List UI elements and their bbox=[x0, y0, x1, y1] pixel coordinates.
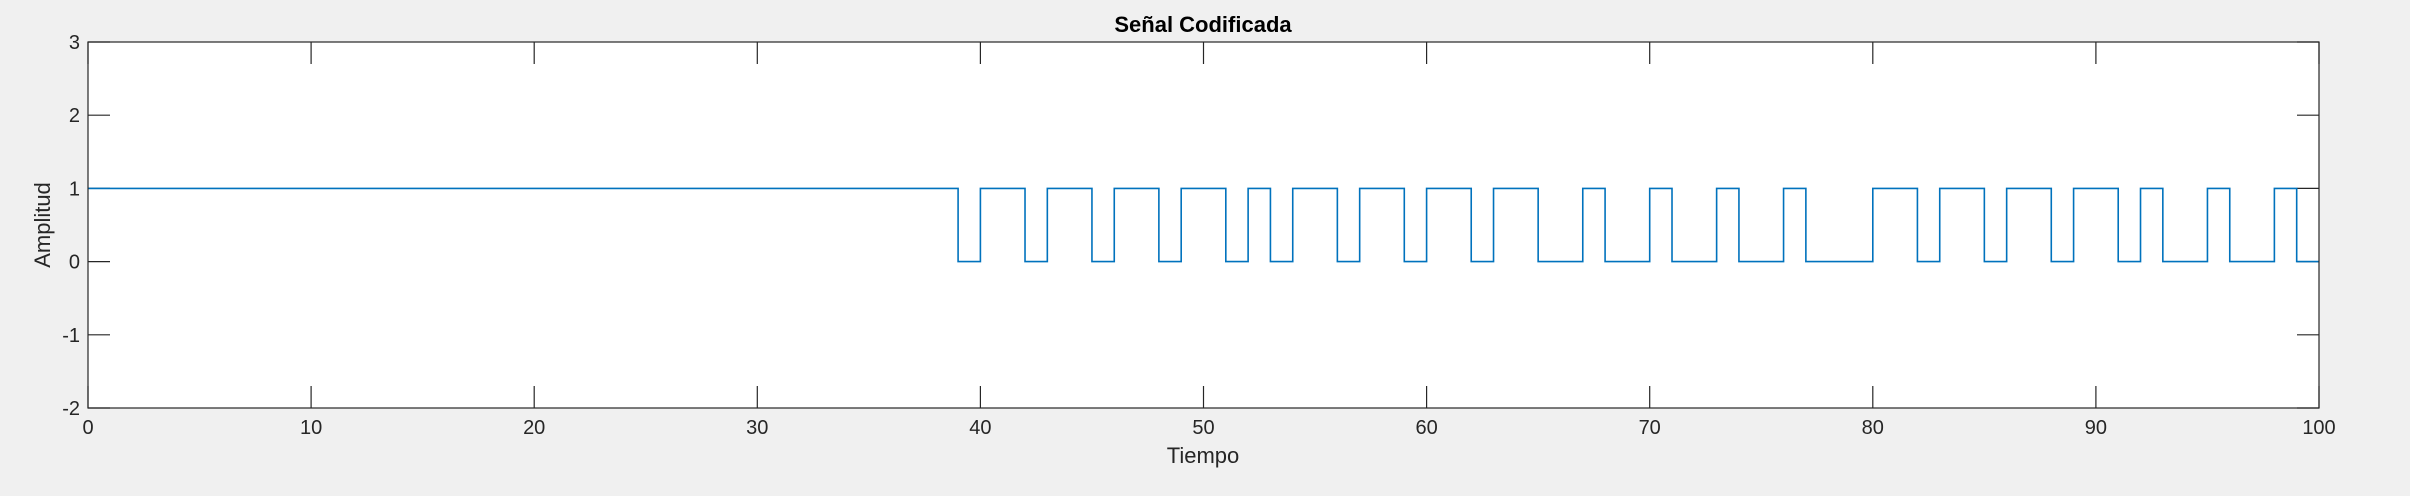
x-tick-label-8: 80 bbox=[1862, 417, 1884, 439]
y-axis-label: Amplitud bbox=[30, 182, 55, 268]
axes-box bbox=[87, 41, 2320, 409]
x-tick-label-7: 70 bbox=[1639, 417, 1661, 439]
series-line bbox=[88, 187, 2319, 263]
x-tick-label-3: 30 bbox=[746, 417, 768, 439]
x-tick-label-10: 100 bbox=[2302, 417, 2335, 439]
x-tick-label-5: 50 bbox=[1192, 417, 1214, 439]
x-tick-label-4: 40 bbox=[969, 417, 991, 439]
y-tick-label-5: 3 bbox=[69, 32, 80, 54]
chart-title: Señal Codificada bbox=[1114, 12, 1292, 37]
y-tick-label-4: 2 bbox=[69, 105, 80, 127]
y-tick-label-2: 0 bbox=[69, 252, 80, 274]
x-tick-label-1: 10 bbox=[300, 417, 322, 439]
x-tick-label-9: 90 bbox=[2085, 417, 2107, 439]
y-tick-label-0: -2 bbox=[62, 398, 80, 420]
x-axis-ticks: 0 10 20 30 40 50 60 70 80 90 100 bbox=[82, 42, 2336, 439]
y-tick-label-3: 1 bbox=[69, 178, 80, 200]
x-tick-label-2: 20 bbox=[523, 417, 545, 439]
x-tick-label-0: 0 bbox=[82, 417, 93, 439]
y-tick-label-1: -1 bbox=[62, 325, 80, 347]
x-axis-label: Tiempo bbox=[1167, 443, 1240, 468]
x-tick-label-6: 60 bbox=[1415, 417, 1437, 439]
plot-area bbox=[88, 42, 2319, 408]
